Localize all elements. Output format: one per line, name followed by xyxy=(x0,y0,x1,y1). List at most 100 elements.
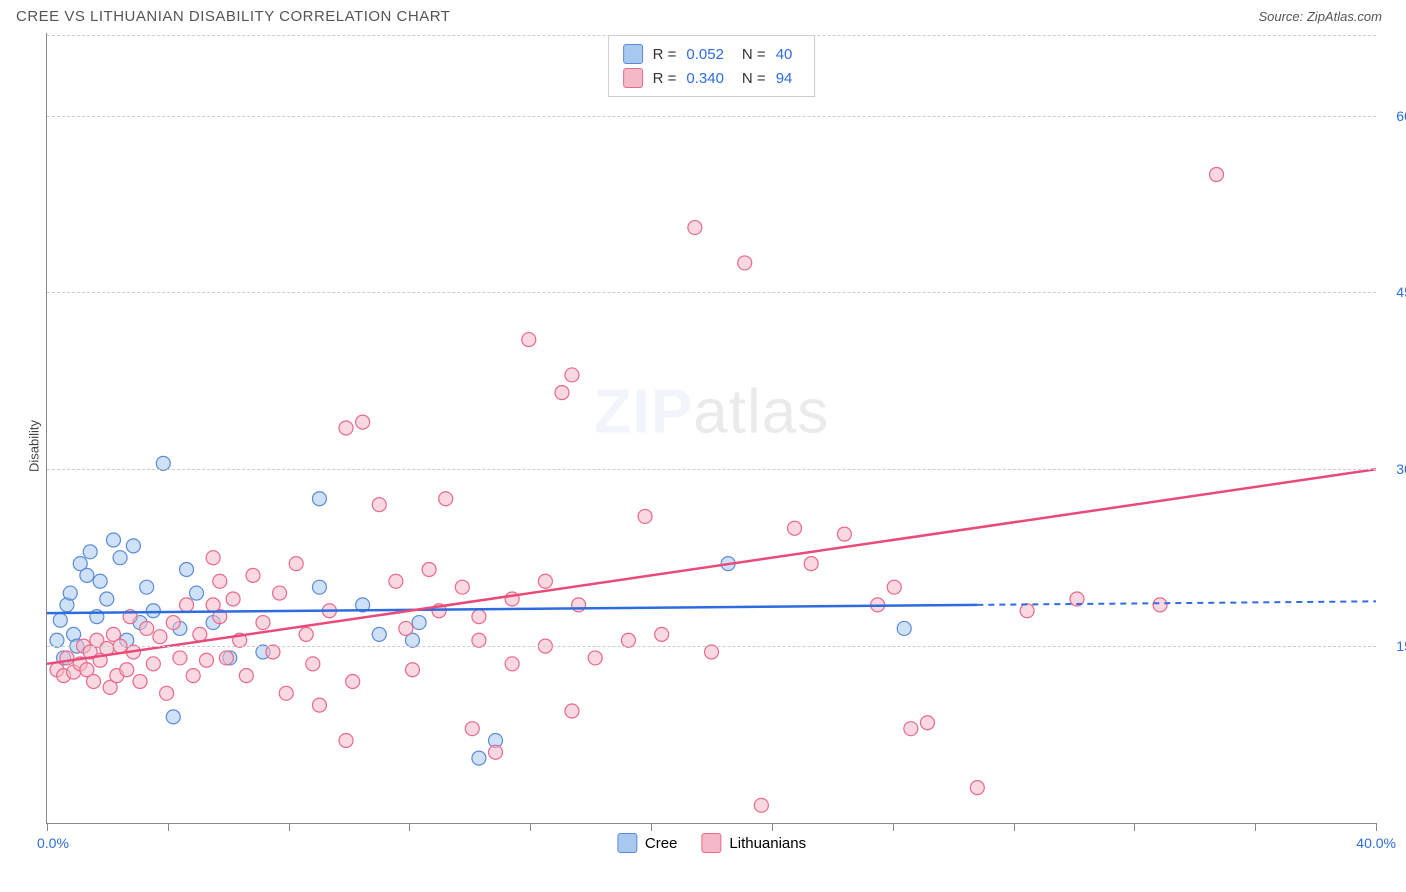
x-tick xyxy=(1134,823,1135,831)
scatter-point xyxy=(688,221,702,235)
scatter-point xyxy=(738,256,752,270)
scatter-point xyxy=(538,574,552,588)
legend-swatch xyxy=(701,833,721,853)
legend-item: Lithuanians xyxy=(701,833,806,853)
scatter-point xyxy=(239,669,253,683)
scatter-point xyxy=(63,586,77,600)
scatter-point xyxy=(226,592,240,606)
scatter-point xyxy=(146,657,160,671)
scatter-point xyxy=(837,527,851,541)
scatter-point xyxy=(289,557,303,571)
scatter-point xyxy=(489,745,503,759)
regression-line-extrapolated xyxy=(977,601,1376,605)
scatter-point xyxy=(372,498,386,512)
scatter-point xyxy=(754,798,768,812)
x-tick xyxy=(289,823,290,831)
scatter-point xyxy=(422,562,436,576)
scatter-point xyxy=(113,551,127,565)
scatter-point xyxy=(555,386,569,400)
scatter-point xyxy=(356,415,370,429)
chart-source: Source: ZipAtlas.com xyxy=(1258,9,1382,24)
y-tick-label: 30.0% xyxy=(1386,461,1406,477)
scatter-point xyxy=(565,368,579,382)
scatter-point xyxy=(572,598,586,612)
scatter-point xyxy=(100,592,114,606)
scatter-point xyxy=(246,568,260,582)
scatter-point xyxy=(206,598,220,612)
scatter-point xyxy=(399,621,413,635)
scatter-point xyxy=(133,675,147,689)
scatter-point xyxy=(299,627,313,641)
scatter-point xyxy=(472,633,486,647)
scatter-point xyxy=(279,686,293,700)
legend-stats-row: R = 0.340 N = 94 xyxy=(623,66,801,90)
x-tick xyxy=(651,823,652,831)
x-tick xyxy=(893,823,894,831)
scatter-point xyxy=(312,580,326,594)
scatter-point xyxy=(180,562,194,576)
legend-swatch xyxy=(623,68,643,88)
scatter-point xyxy=(256,616,270,630)
scatter-point xyxy=(120,663,134,677)
scatter-point xyxy=(465,722,479,736)
scatter-point xyxy=(565,704,579,718)
scatter-point xyxy=(412,616,426,630)
y-axis-label: Disability xyxy=(27,420,42,472)
scatter-point xyxy=(193,627,207,641)
scatter-point xyxy=(472,751,486,765)
x-tick xyxy=(1255,823,1256,831)
scatter-point xyxy=(87,675,101,689)
gridline xyxy=(47,469,1376,470)
scatter-point xyxy=(505,657,519,671)
scatter-point xyxy=(186,669,200,683)
scatter-point xyxy=(160,686,174,700)
regression-line xyxy=(47,469,1376,664)
legend-swatch xyxy=(617,833,637,853)
legend-swatch xyxy=(623,44,643,64)
scatter-point xyxy=(173,651,187,665)
scatter-point xyxy=(522,333,536,347)
scatter-point xyxy=(804,557,818,571)
scatter-point xyxy=(53,613,67,627)
x-tick xyxy=(409,823,410,831)
scatter-point xyxy=(140,580,154,594)
plot-area: ZIPatlas R = 0.052 N = 40 R = 0.340 N = … xyxy=(46,33,1376,824)
legend-label: Cree xyxy=(645,835,678,852)
x-tick xyxy=(47,823,48,831)
scatter-point xyxy=(199,653,213,667)
scatter-point xyxy=(455,580,469,594)
scatter-point xyxy=(372,627,386,641)
y-tick-label: 45.0% xyxy=(1386,284,1406,300)
scatter-point xyxy=(389,574,403,588)
scatter-point xyxy=(588,651,602,665)
chart-title: CREE VS LITHUANIAN DISABILITY CORRELATIO… xyxy=(16,8,450,25)
scatter-svg xyxy=(47,33,1376,823)
scatter-point xyxy=(312,492,326,506)
scatter-point xyxy=(339,421,353,435)
scatter-point xyxy=(439,492,453,506)
scatter-point xyxy=(655,627,669,641)
scatter-point xyxy=(472,610,486,624)
scatter-point xyxy=(190,586,204,600)
scatter-point xyxy=(80,568,94,582)
chart-header: CREE VS LITHUANIAN DISABILITY CORRELATIO… xyxy=(0,0,1406,33)
scatter-point xyxy=(1210,167,1224,181)
scatter-point xyxy=(306,657,320,671)
x-tick xyxy=(1014,823,1015,831)
scatter-point xyxy=(156,456,170,470)
legend-stats-row: R = 0.052 N = 40 xyxy=(623,42,801,66)
y-tick-label: 15.0% xyxy=(1386,638,1406,654)
scatter-point xyxy=(705,645,719,659)
x-tick xyxy=(772,823,773,831)
scatter-point xyxy=(405,663,419,677)
gridline xyxy=(47,292,1376,293)
scatter-point xyxy=(887,580,901,594)
gridline xyxy=(47,116,1376,117)
scatter-point xyxy=(166,616,180,630)
legend-stats: R = 0.052 N = 40 R = 0.340 N = 94 xyxy=(608,35,816,97)
scatter-point xyxy=(219,651,233,665)
scatter-point xyxy=(166,710,180,724)
scatter-point xyxy=(970,781,984,795)
scatter-point xyxy=(140,621,154,635)
legend-label: Lithuanians xyxy=(729,835,806,852)
